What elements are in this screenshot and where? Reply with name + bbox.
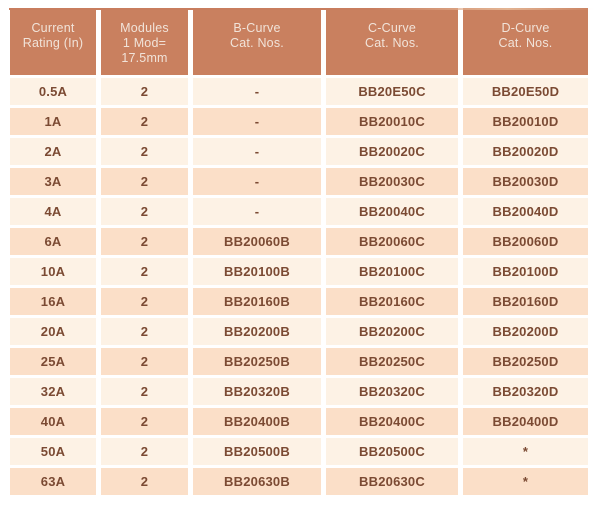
cell-modules: 2 [101,258,188,285]
cell-modules: 2 [101,228,188,255]
cell-b-curve-cat-no: BB20320B [193,378,321,405]
cell-current-rating: 40A [10,408,96,435]
cell-current-rating: 4A [10,198,96,225]
cell-c-curve-cat-no: BB20320C [326,378,458,405]
cell-current-rating: 10A [10,258,96,285]
cell-modules: 2 [101,438,188,465]
cell-c-curve-cat-no: BB20020C [326,138,458,165]
table-row: 10A 2 BB20100B BB20100C BB20100D [10,258,588,285]
cell-c-curve-cat-no: BB20040C [326,198,458,225]
cell-current-rating: 3A [10,168,96,195]
cell-b-curve-cat-no: - [193,108,321,135]
cell-c-curve-cat-no: BB20E50C [326,78,458,105]
cell-current-rating: 25A [10,348,96,375]
cell-modules: 2 [101,318,188,345]
cell-b-curve-cat-no: BB20500B [193,438,321,465]
cell-d-curve-cat-no: BB20320D [463,378,588,405]
cell-d-curve-cat-no: * [463,468,588,495]
cell-d-curve-cat-no: BB20100D [463,258,588,285]
cell-modules: 2 [101,168,188,195]
table-row: 6A 2 BB20060B BB20060C BB20060D [10,228,588,255]
column-header-d-curve: D-Curve Cat. Nos. [463,8,588,75]
cell-modules: 2 [101,78,188,105]
header-row: Current Rating (In) Modules 1 Mod= 17.5m… [10,8,588,75]
top-accent-line [9,8,595,10]
catalog-table: Current Rating (In) Modules 1 Mod= 17.5m… [5,5,593,498]
cell-c-curve-cat-no: BB20030C [326,168,458,195]
cell-b-curve-cat-no: BB20250B [193,348,321,375]
cell-current-rating: 32A [10,378,96,405]
cell-b-curve-cat-no: BB20160B [193,288,321,315]
cell-c-curve-cat-no: BB20010C [326,108,458,135]
cell-c-curve-cat-no: BB20100C [326,258,458,285]
cell-d-curve-cat-no: BB20040D [463,198,588,225]
column-header-c-curve: C-Curve Cat. Nos. [326,8,458,75]
table-row: 2A 2 - BB20020C BB20020D [10,138,588,165]
cell-c-curve-cat-no: BB20250C [326,348,458,375]
cell-current-rating: 50A [10,438,96,465]
cell-d-curve-cat-no: BB20E50D [463,78,588,105]
table-row: 16A 2 BB20160B BB20160C BB20160D [10,288,588,315]
cell-current-rating: 6A [10,228,96,255]
cell-d-curve-cat-no: BB20020D [463,138,588,165]
cell-b-curve-cat-no: BB20400B [193,408,321,435]
cell-current-rating: 0.5A [10,78,96,105]
cell-modules: 2 [101,288,188,315]
cell-modules: 2 [101,468,188,495]
cell-current-rating: 20A [10,318,96,345]
table-row: 0.5A 2 - BB20E50C BB20E50D [10,78,588,105]
cell-b-curve-cat-no: - [193,198,321,225]
cell-modules: 2 [101,108,188,135]
cell-modules: 2 [101,348,188,375]
table-row: 4A 2 - BB20040C BB20040D [10,198,588,225]
cell-d-curve-cat-no: BB20030D [463,168,588,195]
cell-current-rating: 16A [10,288,96,315]
cell-d-curve-cat-no: * [463,438,588,465]
cell-modules: 2 [101,138,188,165]
cell-b-curve-cat-no: - [193,138,321,165]
cell-c-curve-cat-no: BB20160C [326,288,458,315]
cell-current-rating: 63A [10,468,96,495]
cell-current-rating: 1A [10,108,96,135]
cell-b-curve-cat-no: - [193,78,321,105]
table-row: 25A 2 BB20250B BB20250C BB20250D [10,348,588,375]
cell-c-curve-cat-no: BB20200C [326,318,458,345]
cell-d-curve-cat-no: BB20400D [463,408,588,435]
table-row: 40A 2 BB20400B BB20400C BB20400D [10,408,588,435]
cell-modules: 2 [101,408,188,435]
column-header-current-rating: Current Rating (In) [10,8,96,75]
cell-c-curve-cat-no: BB20500C [326,438,458,465]
cell-current-rating: 2A [10,138,96,165]
table-row: 50A 2 BB20500B BB20500C * [10,438,588,465]
cell-b-curve-cat-no: BB20630B [193,468,321,495]
table-row: 32A 2 BB20320B BB20320C BB20320D [10,378,588,405]
cell-b-curve-cat-no: BB20200B [193,318,321,345]
cell-d-curve-cat-no: BB20060D [463,228,588,255]
cell-b-curve-cat-no: BB20060B [193,228,321,255]
cell-modules: 2 [101,378,188,405]
cell-modules: 2 [101,198,188,225]
table-row: 3A 2 - BB20030C BB20030D [10,168,588,195]
cell-b-curve-cat-no: BB20100B [193,258,321,285]
table-row: 1A 2 - BB20010C BB20010D [10,108,588,135]
cell-c-curve-cat-no: BB20630C [326,468,458,495]
column-header-modules: Modules 1 Mod= 17.5mm [101,8,188,75]
cell-d-curve-cat-no: BB20250D [463,348,588,375]
cell-c-curve-cat-no: BB20060C [326,228,458,255]
table-row: 20A 2 BB20200B BB20200C BB20200D [10,318,588,345]
column-header-b-curve: B-Curve Cat. Nos. [193,8,321,75]
cell-d-curve-cat-no: BB20010D [463,108,588,135]
cell-c-curve-cat-no: BB20400C [326,408,458,435]
table-row: 63A 2 BB20630B BB20630C * [10,468,588,495]
cell-b-curve-cat-no: - [193,168,321,195]
cell-d-curve-cat-no: BB20160D [463,288,588,315]
cell-d-curve-cat-no: BB20200D [463,318,588,345]
